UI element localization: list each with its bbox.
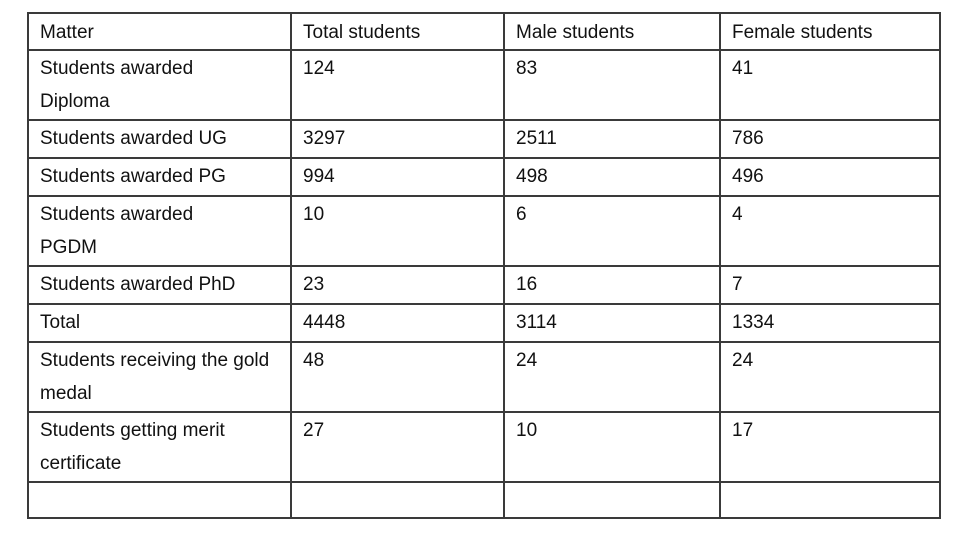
cell-female: 7 [719,265,941,305]
header-female-students: Female students [719,12,941,51]
cell-female: 24 [719,341,941,413]
cell-male: 16 [503,265,721,305]
cell-total: 124 [290,49,505,121]
table-row: Students awarded PGDM 10 6 4 [27,195,941,267]
cell-male: 2511 [503,119,721,159]
table-row: Students awarded PhD 23 16 7 [27,265,941,305]
cell-matter: Total [27,303,292,343]
cell-matter [27,481,292,519]
cell-matter-text: Students receiving the gold medal [40,350,270,404]
cell-matter: Students awarded PG [27,157,292,197]
cell-female: 4 [719,195,941,267]
cell-female: 786 [719,119,941,159]
cell-male [503,481,721,519]
cell-total: 23 [290,265,505,305]
data-table-container: Matter Total students Male students Fema… [27,12,941,519]
table-row-empty [27,481,941,519]
cell-matter: Students awarded PhD [27,265,292,305]
cell-male: 6 [503,195,721,267]
cell-male: 498 [503,157,721,197]
cell-total: 994 [290,157,505,197]
cell-matter: Students getting merit certificate [27,411,292,483]
table-row-total: Total 4448 3114 1334 [27,303,941,343]
cell-matter: Students awarded PGDM [27,195,292,267]
cell-male: 83 [503,49,721,121]
cell-matter-text: Students getting merit certificate [40,420,225,474]
cell-total [290,481,505,519]
cell-matter: Students awarded UG [27,119,292,159]
table-row: Students getting merit certificate 27 10… [27,411,941,483]
cell-female [719,481,941,519]
cell-matter-text: Students awarded PGDM [40,204,194,258]
header-matter: Matter [27,12,292,51]
table-row: Students awarded Diploma 124 83 41 [27,49,941,121]
cell-total: 48 [290,341,505,413]
header-male-students: Male students [503,12,721,51]
cell-male: 3114 [503,303,721,343]
table-header-row: Matter Total students Male students Fema… [27,12,941,51]
cell-total: 27 [290,411,505,483]
cell-total: 10 [290,195,505,267]
cell-male: 24 [503,341,721,413]
cell-male: 10 [503,411,721,483]
cell-total: 3297 [290,119,505,159]
table-row: Students awarded UG 3297 2511 786 [27,119,941,159]
header-total-students: Total students [290,12,505,51]
cell-female: 1334 [719,303,941,343]
cell-total: 4448 [290,303,505,343]
cell-female: 496 [719,157,941,197]
cell-matter-text: Students awarded Diploma [40,58,194,112]
cell-female: 17 [719,411,941,483]
students-table: Matter Total students Male students Fema… [27,12,941,519]
cell-female: 41 [719,49,941,121]
cell-matter: Students receiving the gold medal [27,341,292,413]
cell-matter: Students awarded Diploma [27,49,292,121]
table-row: Students awarded PG 994 498 496 [27,157,941,197]
table-row: Students receiving the gold medal 48 24 … [27,341,941,413]
